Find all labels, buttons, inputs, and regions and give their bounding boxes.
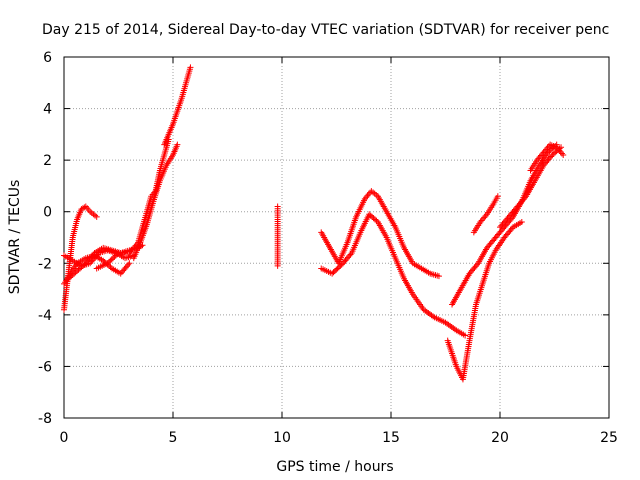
data-point [274,262,281,269]
x-axis-label: GPS time / hours [276,459,393,475]
data-point [69,271,76,278]
data-point [337,262,344,269]
chart-title: Day 215 of 2014, Sidereal Day-to-day VTE… [42,22,609,38]
series-arc-h [274,203,281,269]
data-point [479,215,486,222]
grid [64,57,609,418]
y-tick-label: 4 [43,102,52,118]
data-point [335,264,342,271]
y-tick-label: -8 [38,411,52,427]
data-point [100,257,107,264]
data-point [560,151,567,158]
data-point [370,215,377,222]
data-point [372,216,379,223]
plot-frame [63,56,610,419]
data-point [347,251,354,258]
data-point [550,150,557,157]
data-point [65,275,72,282]
y-tick-label: 2 [43,153,52,169]
series-arc-f [130,141,181,262]
data-point [93,213,100,220]
data-point [126,260,133,267]
data-point [338,261,345,268]
data-point [369,213,376,220]
series-arc-m [470,193,501,236]
data-point [76,265,83,272]
x-tick-label: 25 [600,430,618,446]
series-arc-n [497,144,565,231]
data-point [105,258,112,265]
series-arc-i [318,188,442,280]
data-point [435,273,442,280]
data-point [66,274,73,281]
data-point [187,64,194,71]
data-point [331,268,338,275]
series-arc-o [527,141,567,174]
data-point [74,268,81,275]
data-point [548,153,555,160]
data-point [81,204,88,211]
data-point [107,257,114,264]
data-point [473,261,480,268]
data-point [68,273,75,280]
data-point [549,151,556,158]
data-point [125,261,132,268]
data-points [61,64,567,383]
data-point [334,265,341,272]
x-tick-label: 15 [382,430,400,446]
data-point [81,261,88,268]
data-point [110,255,117,262]
data-point [329,270,336,277]
data-point [518,219,525,226]
x-tick-label: 5 [169,430,178,446]
data-point [108,256,115,263]
data-point [78,264,85,271]
data-point [508,225,515,232]
y-tick-label: -6 [38,359,52,375]
x-tick-label: 10 [273,430,291,446]
series-arc-j [318,211,469,339]
data-point [114,251,121,258]
data-point [481,214,488,221]
x-tick-label: 20 [491,430,509,446]
y-tick-label: -2 [38,256,52,272]
data-point [72,269,79,276]
data-point [547,146,554,153]
data-point [494,193,501,200]
data-point [521,194,528,201]
data-point [111,253,118,260]
y-tick-label: 6 [43,50,52,66]
data-point [104,260,111,267]
data-point [75,266,82,273]
y-axis-label: SDTVAR / TECUs [7,180,23,295]
x-tick-label: 0 [60,430,69,446]
axes-ticks: 0 5 10 15 20 25 -8 -6 -4 -2 0 2 4 6 [38,50,618,446]
data-point [71,270,78,277]
data-point [79,262,86,269]
data-point [373,217,380,224]
data-point [367,212,374,219]
data-point [462,332,469,339]
data-point [552,149,559,156]
data-point [330,269,337,276]
data-point [174,141,181,148]
data-point [366,211,373,218]
data-point [107,264,114,271]
data-point [90,251,97,258]
data-point [333,266,340,273]
series-arc-k [444,219,525,383]
data-point [364,192,371,199]
y-tick-label: -4 [38,308,52,324]
y-tick-label: 0 [43,205,52,221]
data-point [112,252,119,259]
series-arc-g [161,64,194,148]
